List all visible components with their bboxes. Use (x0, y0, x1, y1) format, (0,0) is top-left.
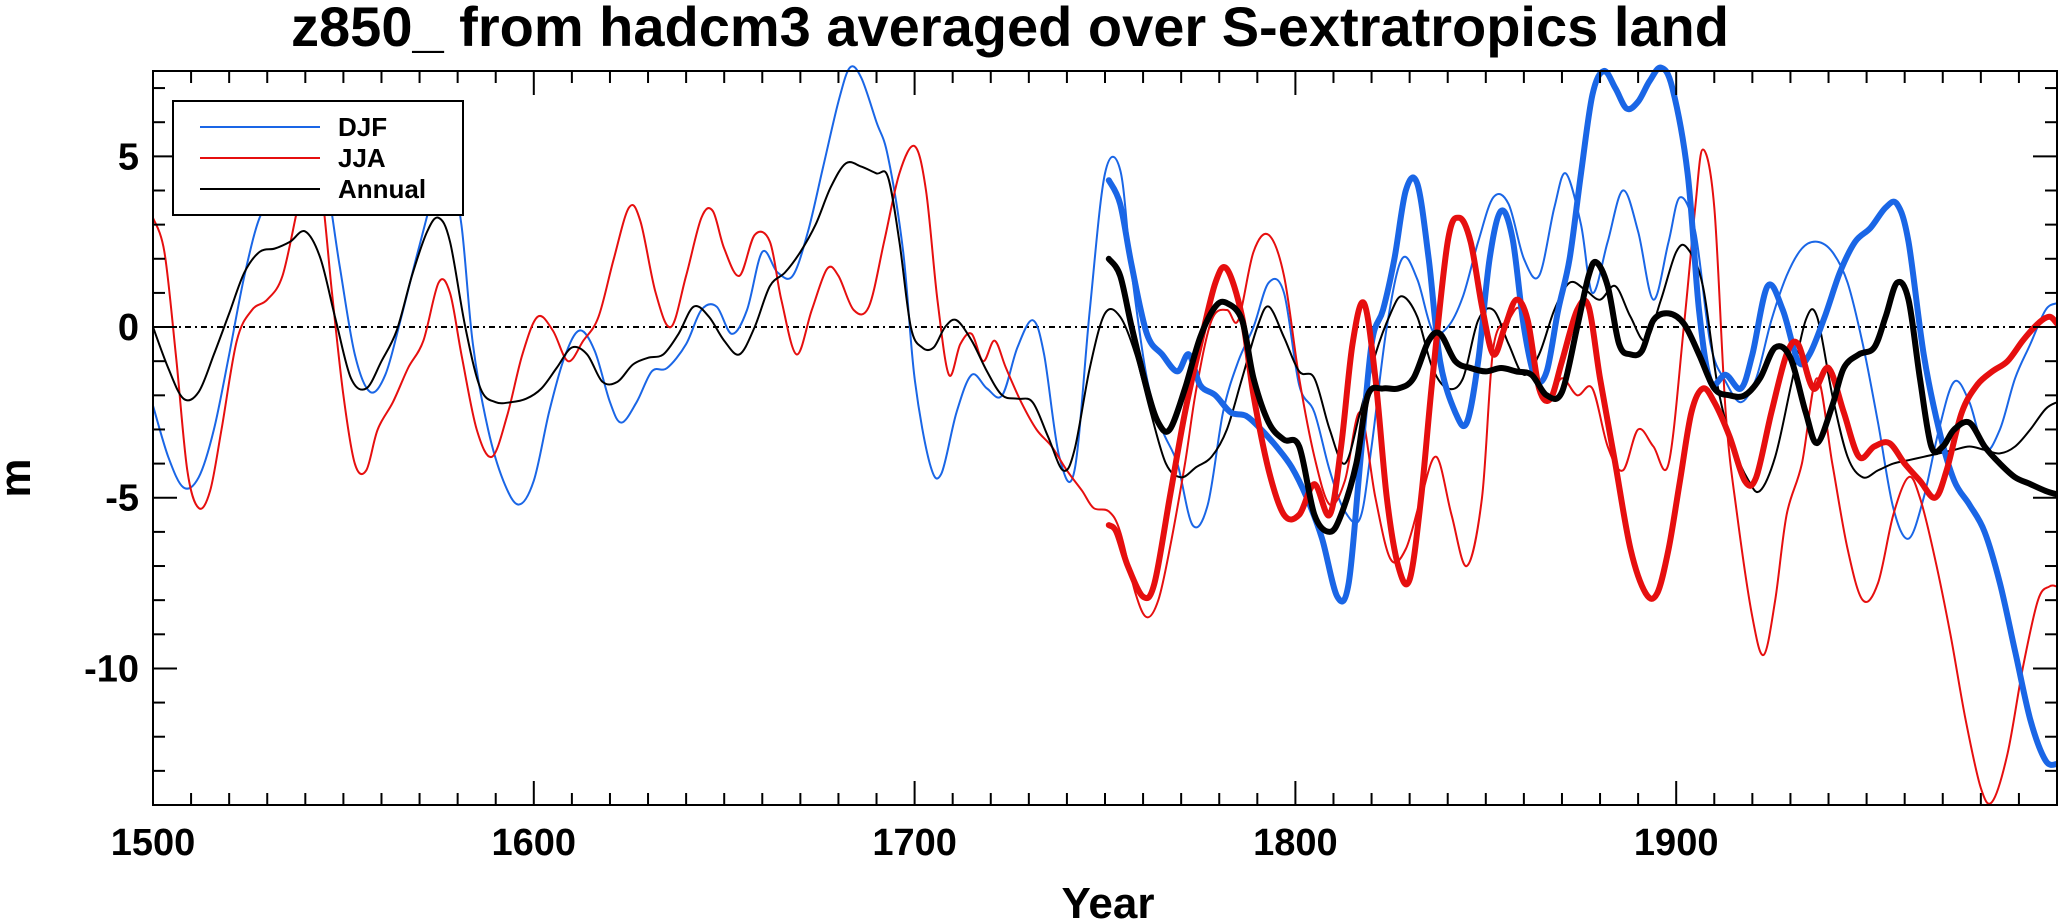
legend-label-jja: JJA (338, 143, 386, 173)
x-tick-label: 1500 (111, 822, 196, 864)
y-tick-label: 5 (118, 136, 139, 178)
chart-title: z850_ from hadcm3 averaged over S-extrat… (291, 0, 1729, 58)
x-tick-label: 1800 (1253, 822, 1338, 864)
x-tick-label: 1700 (872, 822, 957, 864)
y-tick-label: -5 (105, 478, 139, 520)
x-axis-label: Year (1062, 879, 1155, 924)
series-line-djf-thin (152, 65, 2058, 540)
series-line-djf-thick (1105, 64, 2058, 768)
plot-frame (152, 70, 2058, 806)
series-line-annual-thick (1105, 255, 2058, 535)
x-tick-label: 1600 (492, 822, 577, 864)
y-tick-label: -10 (84, 648, 139, 690)
y-tick-label: 0 (118, 307, 139, 349)
y-axis-label: m (0, 458, 40, 497)
legend-label-annual: Annual (338, 174, 426, 204)
x-tick-label: 1900 (1634, 822, 1719, 864)
series-line-jja-thin (152, 144, 2058, 805)
legend-label-djf: DJF (338, 112, 387, 142)
